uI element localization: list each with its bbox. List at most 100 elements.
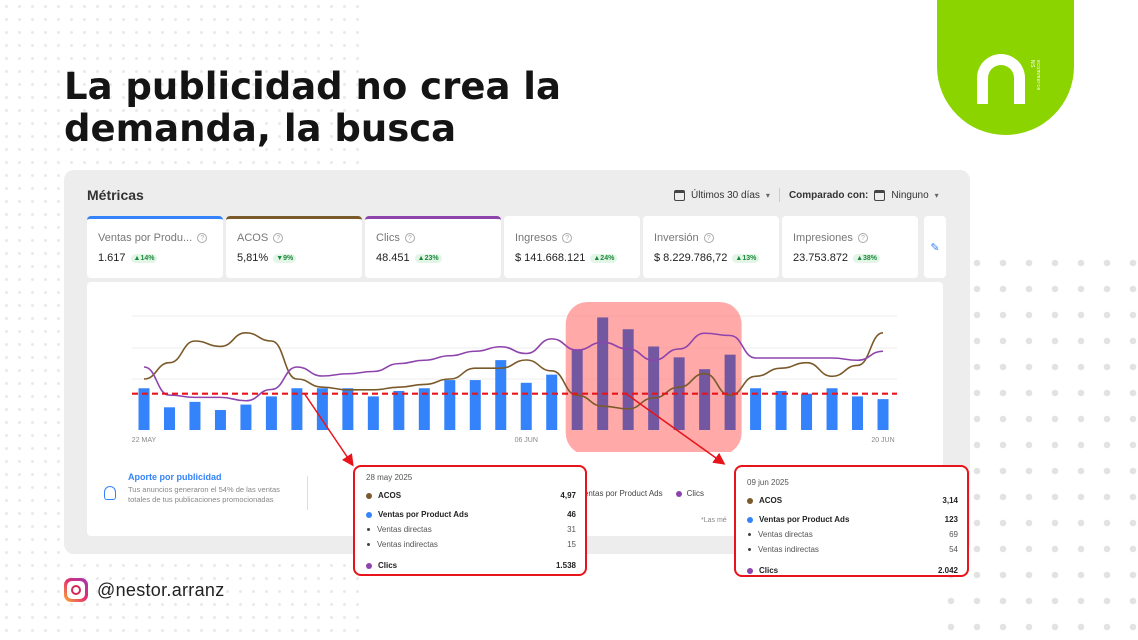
- delta-badge: ▲13%: [732, 253, 760, 263]
- headline: La publicidad no crea la demanda, la bus…: [64, 66, 624, 150]
- series-dot-clics: [366, 562, 372, 569]
- delta-badge: ▲38%: [853, 253, 881, 263]
- series-dot-ventas: [366, 511, 372, 518]
- card-label: Clics: [376, 232, 400, 244]
- dot-pattern-right: [938, 250, 1138, 640]
- tooltip-row-ventas: Ventas por Product Ads 123: [747, 512, 958, 527]
- card-value: $ 8.229.786,72: [654, 252, 728, 264]
- bar: [801, 393, 813, 430]
- card-value: 5,81%: [237, 252, 269, 264]
- handle-text[interactable]: @nestor.arranz: [97, 579, 225, 600]
- delta-value: 9%: [283, 254, 294, 262]
- bar: [775, 390, 787, 430]
- footnote: *Las mé: [701, 517, 727, 524]
- chevron-down-icon[interactable]: ▾: [765, 190, 770, 200]
- series-dot-acos: [747, 497, 753, 504]
- row-value: 46: [567, 510, 576, 519]
- bar: [367, 396, 379, 430]
- help-icon[interactable]: ?: [197, 233, 208, 243]
- acos-line: [143, 332, 884, 410]
- help-icon[interactable]: ?: [857, 233, 868, 243]
- metric-card-ingresos[interactable]: Ingresos? $ 141.668.121 ▲24%: [504, 216, 640, 278]
- series-dot-ventas: [747, 516, 753, 523]
- card-label: ACOS: [237, 232, 269, 244]
- aporte-text: Tus anuncios generaron el 54% de las ven…: [128, 485, 280, 504]
- bar: [316, 388, 328, 430]
- aporte-title[interactable]: Aporte por publicidad: [128, 472, 222, 482]
- row-label: Ventas indirectas: [377, 540, 438, 549]
- compare-select[interactable]: Ninguno: [891, 189, 929, 201]
- card-value-row: $ 8.229.786,72 ▲13%: [654, 252, 769, 264]
- calendar-icon: [874, 189, 886, 201]
- metric-card-ventas[interactable]: Ventas por Produ...? 1.617 ▲14%: [87, 216, 223, 278]
- row-label: ACOS: [759, 496, 783, 505]
- card-label: Ventas por Produ...: [98, 232, 193, 244]
- bar: [724, 354, 736, 430]
- card-value-row: 48.451 ▲23%: [376, 252, 491, 264]
- delta-badge: ▲14%: [130, 253, 158, 263]
- tooltip-date: 28 may 2025: [366, 473, 413, 482]
- bar: [189, 401, 201, 430]
- help-icon[interactable]: ?: [562, 233, 573, 243]
- bar: [648, 346, 660, 430]
- metrics-panel: Métricas Últimos 30 días ▾ Comparado con…: [64, 170, 970, 554]
- date-range-select[interactable]: Últimos 30 días: [691, 189, 760, 201]
- lightbulb-icon: [104, 486, 116, 500]
- row-value: 54: [949, 545, 958, 554]
- metric-card-inversion[interactable]: Inversión? $ 8.229.786,72 ▲13%: [643, 216, 779, 278]
- card-label-row: Ingresos?: [515, 232, 630, 244]
- series-dot-clics: [747, 567, 753, 574]
- bar: [138, 388, 150, 430]
- metrics-chart: 22 MAY 06 JUN 20 JUN: [132, 302, 897, 455]
- tooltip-28-may: 28 may 2025 ACOS 4,97 Ventas por Product …: [353, 465, 587, 576]
- row-label: Ventas directas: [758, 530, 813, 539]
- card-label: Impresiones: [793, 232, 853, 244]
- help-icon[interactable]: ?: [703, 233, 714, 243]
- card-value-row: 1.617 ▲14%: [98, 252, 213, 264]
- calendar-icon: [674, 189, 685, 201]
- metric-card-acos[interactable]: ACOS? 5,81% ▼9%: [226, 216, 362, 278]
- headline-line-2: demanda, la busca: [64, 107, 457, 150]
- row-value: 123: [944, 515, 958, 524]
- bar: [597, 317, 609, 430]
- tooltip-date: 09 jun 2025: [747, 478, 789, 487]
- tooltip-row-ventas: Ventas por Product Ads 46: [366, 507, 576, 522]
- tooltip-row-acos: ACOS 3,14: [747, 493, 958, 508]
- headline-line-1: La publicidad no crea la: [64, 65, 561, 108]
- bar: [546, 374, 558, 430]
- metric-cards: Ventas por Produ...? 1.617 ▲14% ACOS? 5,8…: [87, 216, 946, 278]
- edit-metrics-button[interactable]: ✎: [924, 216, 946, 278]
- bar: [163, 407, 175, 430]
- bullet: [748, 533, 751, 536]
- row-label: Clics: [759, 566, 779, 575]
- chevron-down-icon[interactable]: ▾: [934, 190, 939, 200]
- metric-card-impresiones[interactable]: Impresiones? 23.753.872 ▲38%: [782, 216, 918, 278]
- bar: [877, 399, 889, 430]
- pencil-icon: ✎: [930, 241, 940, 254]
- metric-card-clics[interactable]: Clics? 48.451 ▲23%: [365, 216, 501, 278]
- card-value-row: 23.753.872 ▲38%: [793, 252, 908, 264]
- tooltip-09-jun: 09 jun 2025 ACOS 3,14 Ventas por Product …: [734, 465, 969, 577]
- tooltip-row-clics: Clics 1.538: [366, 558, 576, 573]
- delta-badge: ▲23%: [414, 253, 442, 263]
- n-logo-icon: [977, 54, 1025, 104]
- row-value: 4,97: [560, 491, 576, 500]
- tooltip-row-acos: ACOS 4,97: [366, 488, 576, 503]
- card-value: 48.451: [376, 252, 410, 264]
- tooltip-row-clics: Clics 2.042: [747, 563, 958, 578]
- tooltip-row-directas: Ventas directas 69: [747, 527, 958, 542]
- row-value: 1.538: [555, 561, 576, 570]
- x-tick-label: 20 JUN: [871, 437, 894, 444]
- delta-badge: ▲24%: [590, 253, 618, 263]
- series-dot-acos: [366, 492, 372, 499]
- divider: [778, 188, 780, 202]
- card-label: Ingresos: [515, 232, 558, 244]
- card-value-row: $ 141.668.121 ▲24%: [515, 252, 630, 264]
- legend-ventas: Ventas por Product Ads: [579, 489, 663, 498]
- brand-logo: ecommerce NS: [937, 0, 1074, 135]
- help-icon[interactable]: ?: [404, 233, 415, 243]
- bar: [750, 388, 762, 430]
- help-icon[interactable]: ?: [273, 233, 284, 243]
- card-label-row: Clics?: [376, 232, 491, 244]
